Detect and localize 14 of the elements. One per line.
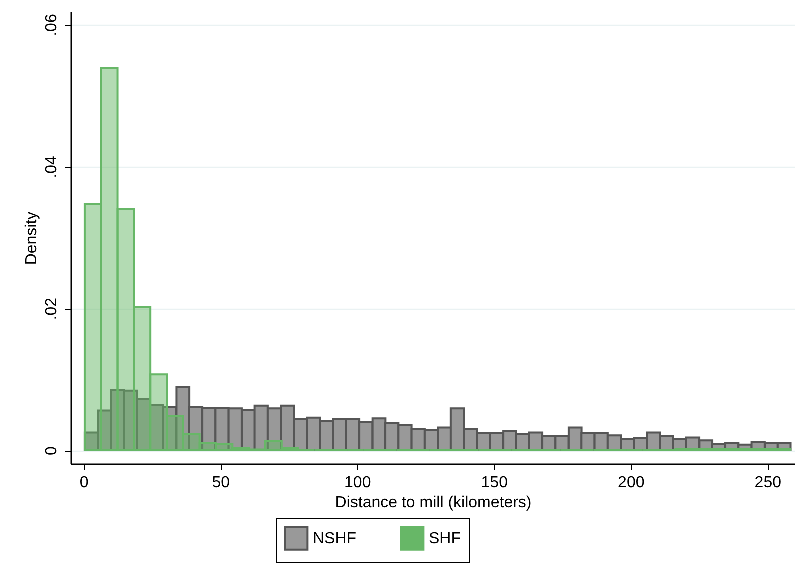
legend-label: NSHF (313, 530, 357, 548)
x-tick-label: 50 (212, 474, 230, 492)
y-tick-label: .04 (44, 156, 60, 178)
x-axis-title: Distance to mill (kilometers) (335, 494, 532, 512)
x-tick-label: 250 (754, 474, 782, 492)
x-tick-label: 100 (344, 474, 372, 492)
x-tick-label: 150 (481, 474, 508, 492)
x-tick-label: 200 (618, 474, 645, 492)
y-tick-label: .02 (44, 298, 60, 320)
y-tick-label: 0 (44, 446, 60, 456)
legend-label: SHF (429, 530, 462, 548)
y-tick-label: .06 (44, 14, 60, 36)
y-axis-title: Density (24, 212, 40, 266)
x-tick-label: 0 (80, 474, 89, 492)
